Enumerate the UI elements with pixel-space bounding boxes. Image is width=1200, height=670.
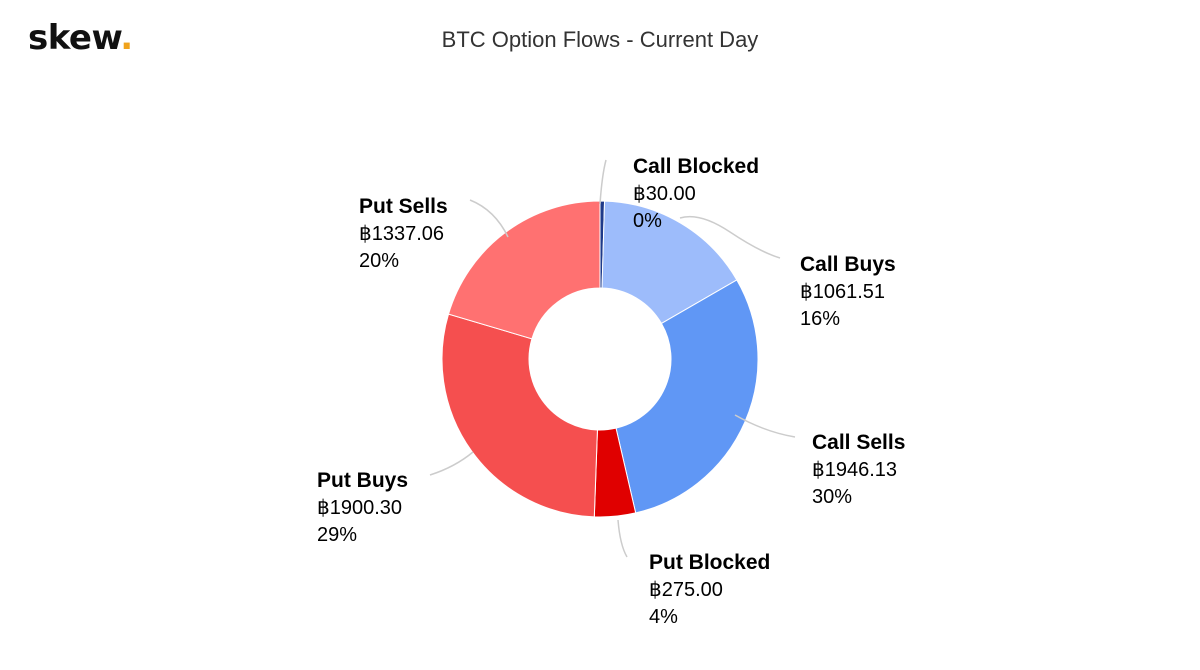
slice-name-label: Call Sells — [812, 431, 905, 454]
leader-line-call-buys — [679, 215, 781, 259]
data-label-put-blocked: Put Blocked ฿275.00 4% — [649, 551, 770, 628]
slice-put-sells[interactable] — [447, 200, 601, 340]
logo-dot: . — [120, 18, 133, 58]
slice-name-label: Call Buys — [800, 253, 896, 276]
slice-percent-label: 16% — [800, 308, 840, 330]
slice-value-label: ฿275.00 — [649, 579, 723, 601]
slice-value-label: ฿1946.13 — [812, 459, 897, 481]
leader-line-put-blocked — [617, 519, 628, 558]
skew-logo: skew. — [28, 18, 133, 58]
slice-value-label: ฿1337.06 — [359, 223, 444, 245]
chart-title: BTC Option Flows - Current Day — [441, 27, 759, 52]
slice-percent-label: 30% — [812, 486, 852, 508]
leader-lines-group — [429, 159, 796, 558]
slice-call-sells[interactable] — [615, 279, 759, 514]
labels-group: Call Blocked ฿30.00 0% Call Buys ฿1061.51 16%… — [317, 155, 905, 628]
slice-percent-label: 20% — [359, 250, 399, 272]
slice-value-label: ฿30.00 — [633, 183, 696, 205]
slices-group — [441, 200, 759, 518]
slice-name-label: Put Blocked — [649, 551, 770, 574]
slice-percent-label: 0% — [633, 210, 662, 232]
slice-percent-label: 29% — [317, 524, 357, 546]
data-label-call-blocked: Call Blocked ฿30.00 0% — [633, 155, 759, 232]
leader-line-call-sells — [734, 414, 796, 438]
data-label-put-sells: Put Sells ฿1337.06 20% — [359, 195, 448, 272]
slice-value-label: ฿1900.30 — [317, 497, 402, 519]
slice-name-label: Put Buys — [317, 469, 408, 492]
logo-text: skew — [28, 18, 121, 58]
leader-line-put-buys — [429, 451, 474, 476]
data-label-call-buys: Call Buys ฿1061.51 16% — [800, 253, 896, 330]
slice-call-buys[interactable] — [601, 200, 738, 325]
slice-put-buys[interactable] — [441, 313, 598, 518]
slice-value-label: ฿1061.51 — [800, 281, 885, 303]
slice-percent-label: 4% — [649, 606, 678, 628]
data-label-call-sells: Call Sells ฿1946.13 30% — [812, 431, 905, 508]
leader-line-put-sells — [469, 199, 509, 238]
data-label-put-buys: Put Buys ฿1900.30 29% — [317, 469, 408, 546]
slice-name-label: Call Blocked — [633, 155, 759, 178]
leader-line-call-blocked — [599, 159, 607, 205]
slice-name-label: Put Sells — [359, 195, 448, 218]
